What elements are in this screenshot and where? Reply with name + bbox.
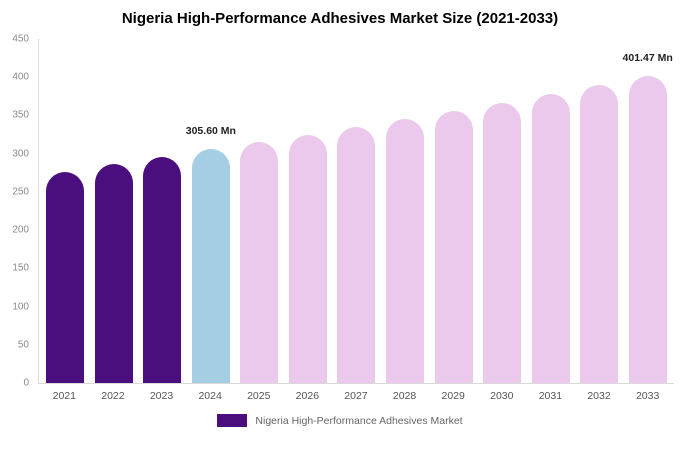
y-tick-label: 200	[12, 224, 29, 236]
bar-2025	[240, 142, 279, 383]
x-tick-label: 2029	[441, 390, 465, 402]
bar-slot	[381, 39, 430, 383]
y-tick-label: 450	[12, 33, 29, 45]
bar-2029	[434, 111, 473, 383]
bar-slot	[478, 39, 527, 383]
y-tick-label: 350	[12, 109, 29, 121]
bar-2030	[483, 102, 522, 383]
x-tick-label: 2023	[149, 390, 174, 402]
bar-2027	[337, 127, 376, 383]
bar-value-label: 401.47 Mn	[622, 52, 673, 65]
bar-slot	[138, 39, 187, 383]
y-tick-label: 50	[17, 339, 29, 351]
bar-2028	[385, 119, 424, 383]
bar-slot	[575, 39, 624, 383]
bar-slot	[90, 39, 139, 383]
x-tick-label: 2028	[392, 390, 417, 402]
bar-2032	[580, 85, 619, 383]
bar-slot	[526, 39, 575, 383]
y-tick-label: 0	[23, 377, 29, 389]
x-axis: 2021 2022 2023 2024 2025 2026 2027 2028 2029 2030…	[38, 390, 674, 402]
x-tick-label: 2033	[635, 390, 660, 402]
bar-2033	[628, 76, 667, 383]
x-tick-label: 2025	[247, 390, 271, 402]
bar-slot	[429, 39, 478, 383]
y-tick-label: 300	[12, 148, 29, 160]
x-tick-label: 2024	[198, 390, 222, 402]
bar-2031	[531, 94, 570, 383]
legend-label: Nigeria High-Performance Adhesives Marke…	[255, 414, 463, 427]
y-tick-label: 100	[12, 301, 29, 313]
x-tick-label: 2032	[587, 390, 611, 402]
y-tick-label: 400	[12, 71, 29, 83]
bar-slot	[284, 39, 333, 383]
y-tick-label: 150	[12, 262, 29, 274]
bar-slot	[235, 39, 284, 383]
bar-slot	[332, 39, 381, 383]
bar-2021	[46, 171, 85, 383]
bar-2023	[143, 156, 182, 383]
bar-2022	[94, 164, 133, 383]
bar-2026	[288, 134, 327, 383]
x-tick-label: 2022	[101, 390, 125, 402]
legend-swatch	[217, 414, 248, 427]
bar-value-label: 305.60 Mn	[185, 125, 236, 138]
x-tick-label: 2030	[490, 390, 514, 402]
bar-2024	[191, 149, 230, 383]
plot-area: 0 50 100 150 200 250 300 350 400 450 305.60 Mn 401…	[12, 34, 674, 389]
x-tick-label: 2026	[295, 390, 320, 402]
bar-slot: 305.60 Mn	[185, 39, 236, 383]
x-tick-label: 2031	[538, 390, 563, 402]
x-tick-label: 2027	[344, 390, 368, 402]
legend: Nigeria High-Performance Adhesives Marke…	[0, 414, 680, 427]
x-tick-label: 2021	[52, 390, 76, 402]
chart-title: Nigeria High-Performance Adhesives Marke…	[121, 10, 559, 27]
bar-slot	[41, 39, 90, 383]
bar-slot: 401.47 Mn	[622, 39, 673, 383]
bars: 305.60 Mn 401.47 Mn	[39, 39, 674, 383]
y-tick-label: 250	[12, 186, 29, 198]
y-axis: 0 50 100 150 200 250 300 350 400 450	[1, 34, 33, 389]
